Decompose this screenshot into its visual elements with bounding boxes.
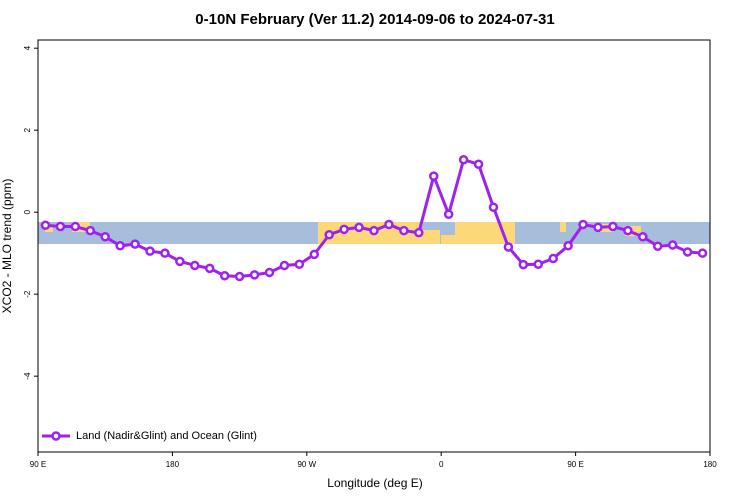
plot-frame [37,39,711,453]
point [190,260,200,271]
point [115,241,125,251]
point [145,246,155,256]
point [428,171,439,181]
point [563,241,573,251]
point [638,232,648,242]
legend-label: Land (Nadir&Glint) and Ocean (Glint) [76,430,257,442]
point [160,248,170,258]
series-line [45,157,703,279]
point [100,232,110,242]
point [578,219,588,230]
land-india [560,222,566,232]
point [324,229,334,240]
point [697,248,708,258]
land-islands [625,226,641,236]
point [369,225,379,236]
point [488,202,499,213]
y-tick-label: -2 [23,290,32,298]
x-tick-label: 180 [703,460,717,469]
y-tick-label: 2 [23,127,32,132]
point [219,270,230,281]
point [473,159,484,169]
point [503,242,514,252]
point [249,270,260,280]
point [40,220,51,231]
point [458,154,469,165]
land-africa [441,235,455,244]
point [414,227,424,238]
x-tick-label: 90 E [30,460,46,469]
point [623,225,633,236]
point [264,267,275,278]
point [443,209,454,219]
y-tick-label: -4 [23,372,32,380]
point [667,240,678,250]
point [652,241,663,251]
chart-title: 0-10N February (Ver 11.2) 2014-09-06 to … [195,11,554,28]
point [399,225,409,236]
x-tick-label: 90 E [567,460,583,469]
point [682,247,693,257]
point [55,221,66,232]
point [130,239,140,249]
y-tick-label: 0 [23,209,32,214]
point [85,225,96,236]
x-axis-label: Longitude (deg E) [327,476,422,490]
point [384,219,394,230]
point [294,259,305,269]
point [234,271,245,282]
y-tick-label: 4 [23,45,32,50]
point [608,221,618,232]
y-axis-label: XCO2 - MLO trend (ppm) [0,179,14,314]
point [279,260,290,271]
point [548,253,558,264]
point [518,259,529,270]
point [339,224,349,235]
point [70,221,81,232]
x-tick-label: 0 [439,460,444,469]
x-tick-label: 180 [166,460,180,469]
point [533,259,544,269]
point [309,249,320,260]
land-south-america [420,230,440,244]
point [354,222,364,233]
legend-marker [51,431,61,441]
point [175,256,185,267]
x-tick-label: 90 W [297,460,316,469]
point [204,263,215,274]
point [593,222,603,233]
